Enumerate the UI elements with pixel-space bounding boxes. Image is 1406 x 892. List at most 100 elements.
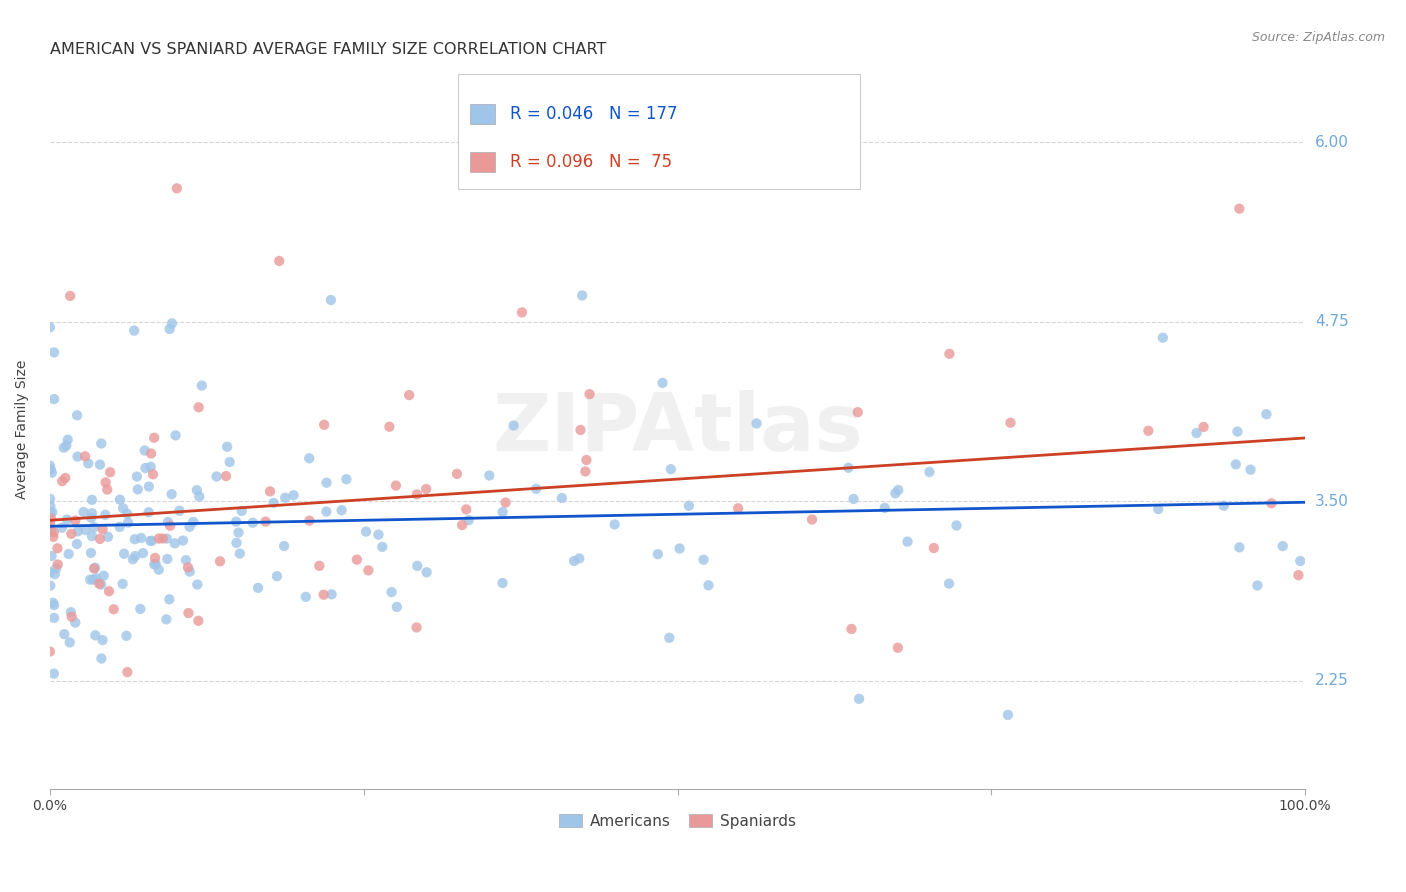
Point [45, 561, 67, 575]
FancyBboxPatch shape [471, 103, 495, 124]
Point [837, 460, 859, 475]
Point [143, 550, 166, 565]
Point [39, 521, 62, 535]
Point [283, 488, 305, 502]
Point [94, 508, 117, 522]
Point [218, 455, 240, 469]
Point [65, 514, 87, 528]
Point [80, 510, 103, 524]
Point [659, 462, 682, 476]
Point [115, 629, 138, 643]
Point [208, 554, 231, 568]
Point [678, 499, 700, 513]
Point [145, 557, 167, 571]
Point [65, 615, 87, 630]
Point [39, 462, 62, 476]
Point [315, 505, 337, 519]
Point [177, 606, 200, 620]
Point [603, 517, 626, 532]
Point [371, 540, 394, 554]
Point [166, 181, 188, 195]
Point [42, 525, 65, 540]
Point [156, 532, 179, 546]
Point [491, 505, 513, 519]
Point [44, 567, 66, 582]
Point [124, 549, 146, 563]
Point [319, 293, 342, 307]
Point [60, 609, 83, 624]
Text: Source: ZipAtlas.com: Source: ZipAtlas.com [1251, 31, 1385, 45]
Point [174, 553, 197, 567]
Point [42, 596, 65, 610]
Point [39, 499, 62, 513]
Text: 4.75: 4.75 [1315, 314, 1348, 329]
Point [651, 376, 673, 390]
Point [1246, 578, 1268, 592]
Point [578, 387, 600, 401]
Point [139, 533, 162, 548]
Point [205, 469, 228, 483]
Point [887, 483, 910, 497]
Point [46, 558, 69, 572]
Point [83, 561, 105, 575]
Point [53, 471, 76, 485]
Point [228, 525, 250, 540]
Point [90, 436, 112, 450]
Point [186, 577, 208, 591]
Point [89, 576, 111, 591]
Point [801, 512, 824, 526]
Point [39, 579, 62, 593]
Point [225, 536, 247, 550]
Point [73, 450, 96, 464]
Point [502, 418, 524, 433]
Point [39, 511, 62, 525]
Point [84, 628, 107, 642]
Point [46, 541, 69, 556]
Point [138, 505, 160, 519]
Point [231, 504, 253, 518]
Point [97, 530, 120, 544]
Point [90, 577, 112, 591]
Point [346, 552, 368, 566]
Point [98, 584, 121, 599]
Point [160, 317, 183, 331]
Point [152, 532, 174, 546]
Point [91, 522, 114, 536]
Point [321, 587, 343, 601]
Point [124, 533, 146, 547]
Point [42, 392, 65, 406]
Point [186, 483, 208, 498]
Point [156, 515, 179, 529]
Point [415, 566, 437, 580]
Point [159, 518, 181, 533]
Point [66, 450, 89, 464]
Point [60, 526, 83, 541]
Point [41, 466, 63, 480]
Point [155, 612, 177, 626]
Point [247, 581, 270, 595]
Point [157, 592, 180, 607]
Point [1152, 331, 1174, 345]
Point [562, 554, 585, 568]
Point [90, 651, 112, 665]
Point [259, 484, 281, 499]
Point [141, 533, 163, 548]
Point [269, 254, 291, 268]
Legend: Americans, Spaniards: Americans, Spaniards [553, 807, 801, 835]
Point [51, 474, 73, 488]
Point [59, 635, 82, 649]
Point [569, 423, 592, 437]
Point [181, 515, 204, 529]
Point [72, 505, 94, 519]
Point [66, 409, 89, 423]
Point [510, 305, 533, 319]
Point [75, 523, 97, 537]
Point [83, 520, 105, 534]
Point [295, 590, 318, 604]
Point [134, 443, 156, 458]
Point [179, 520, 201, 534]
Point [330, 503, 353, 517]
FancyBboxPatch shape [458, 74, 859, 189]
Point [39, 506, 62, 520]
FancyBboxPatch shape [471, 152, 495, 171]
